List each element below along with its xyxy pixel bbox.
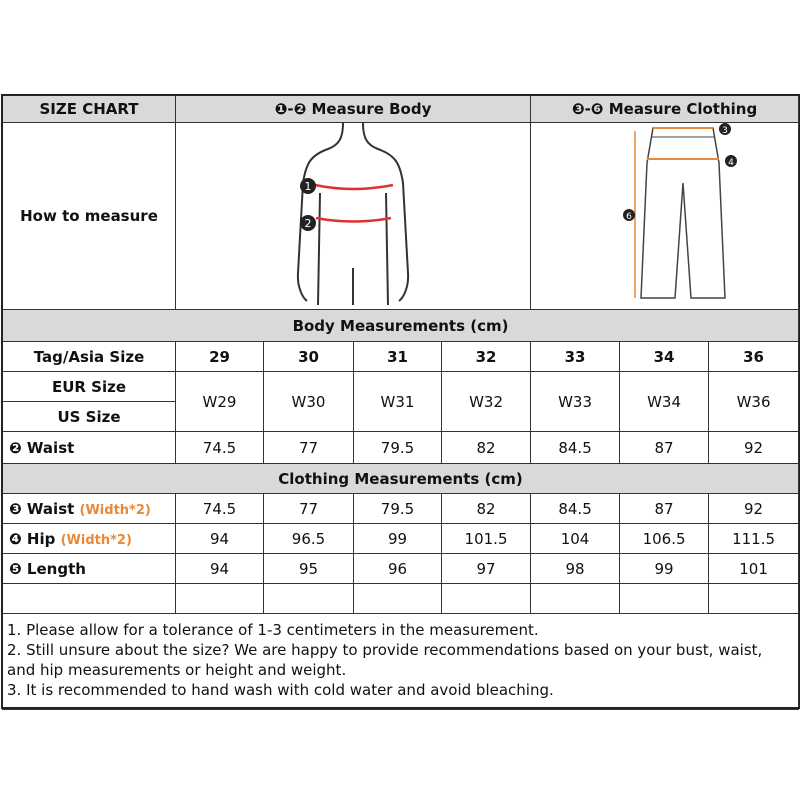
value-cell: 82 bbox=[440, 431, 532, 464]
value-cell: 95 bbox=[263, 553, 354, 584]
clothing-waist-label: ❸ Waist (Width*2) bbox=[2, 493, 176, 524]
size-cell: 31 bbox=[353, 341, 442, 372]
value-cell: 101 bbox=[708, 553, 800, 584]
value-cell: 82 bbox=[440, 493, 532, 524]
clothing-length-label: ❺ Length bbox=[2, 553, 176, 584]
value-cell: 96 bbox=[353, 553, 442, 584]
value-cell: 94 bbox=[175, 523, 264, 554]
value-cell: 101.5 bbox=[440, 523, 532, 554]
size-cell: 33 bbox=[530, 341, 621, 372]
row-label: ❸ Waist bbox=[9, 499, 75, 518]
notes: 1. Please allow for a tolerance of 1-3 c… bbox=[1, 613, 800, 710]
eur-us-cell: W36 bbox=[708, 371, 800, 432]
body-waist-label: ❷ Waist bbox=[2, 431, 176, 464]
value-cell: 92 bbox=[708, 431, 800, 464]
size-cell: 29 bbox=[175, 341, 264, 372]
value-cell: 104 bbox=[530, 523, 621, 554]
eur-size-label: EUR Size bbox=[2, 371, 176, 402]
value-cell: 77 bbox=[263, 493, 354, 524]
body-figure: 1 2 bbox=[174, 122, 532, 310]
empty-row bbox=[2, 583, 800, 614]
row-note: (Width*2) bbox=[79, 502, 151, 518]
value-cell: 99 bbox=[619, 553, 710, 584]
value-cell: 74.5 bbox=[175, 431, 264, 464]
value-cell: 84.5 bbox=[530, 431, 621, 464]
pants-icon: 3 4 6 bbox=[623, 123, 738, 299]
body-silhouette-icon: 1 2 bbox=[296, 123, 410, 306]
value-cell: 92 bbox=[708, 493, 800, 524]
eur-us-cell: W32 bbox=[440, 371, 532, 432]
value-cell: 111.5 bbox=[708, 523, 800, 554]
eur-us-cell: W29 bbox=[175, 371, 264, 432]
eur-us-cell: W34 bbox=[619, 371, 710, 432]
value-cell: 98 bbox=[530, 553, 621, 584]
size-chart-table: SIZE CHART ❶-❷ Measure Body ❸-❻ Measure … bbox=[1, 95, 800, 710]
value-cell: 106.5 bbox=[619, 523, 710, 554]
note-item: 1. Please allow for a tolerance of 1-3 c… bbox=[7, 621, 539, 639]
note-item: 2. Still unsure about the size? We are h… bbox=[7, 641, 763, 679]
value-cell: 94 bbox=[175, 553, 264, 584]
measure-clothing-heading: ❸-❻ Measure Clothing bbox=[530, 95, 800, 123]
value-cell: 87 bbox=[619, 493, 710, 524]
value-cell: 77 bbox=[263, 431, 354, 464]
value-cell: 79.5 bbox=[353, 493, 442, 524]
clothing-measurements-heading: Clothing Measurements (cm) bbox=[1, 463, 800, 494]
eur-us-cell: W30 bbox=[263, 371, 354, 432]
us-size-label: US Size bbox=[2, 401, 176, 432]
eur-us-cell: W31 bbox=[353, 371, 442, 432]
note-item: 3. It is recommended to hand wash with c… bbox=[7, 681, 554, 699]
value-cell: 87 bbox=[619, 431, 710, 464]
measure-body-heading: ❶-❷ Measure Body bbox=[174, 95, 532, 123]
size-chart-title: SIZE CHART bbox=[2, 95, 176, 123]
body-measurements-heading: Body Measurements (cm) bbox=[1, 309, 800, 342]
value-cell: 99 bbox=[353, 523, 442, 554]
value-cell: 96.5 bbox=[263, 523, 354, 554]
value-cell: 84.5 bbox=[530, 493, 621, 524]
size-cell: 32 bbox=[440, 341, 532, 372]
value-cell: 79.5 bbox=[353, 431, 442, 464]
clothing-figure: 3 4 6 bbox=[530, 122, 800, 310]
row-label: ❹ Hip bbox=[9, 529, 56, 548]
how-to-measure-label: How to measure bbox=[2, 122, 176, 310]
row-note: (Width*2) bbox=[60, 532, 132, 548]
marker-2: 2 bbox=[305, 217, 312, 230]
marker-3: 3 bbox=[722, 126, 728, 136]
marker-4: 4 bbox=[728, 158, 734, 168]
eur-us-cell: W33 bbox=[530, 371, 621, 432]
size-cell: 34 bbox=[619, 341, 710, 372]
size-cell: 36 bbox=[708, 341, 800, 372]
clothing-hip-label: ❹ Hip (Width*2) bbox=[2, 523, 176, 554]
value-cell: 97 bbox=[440, 553, 532, 584]
marker-1: 1 bbox=[305, 180, 312, 193]
value-cell: 74.5 bbox=[175, 493, 264, 524]
size-cell: 30 bbox=[263, 341, 354, 372]
tag-size-label: Tag/Asia Size bbox=[2, 341, 176, 372]
marker-6: 6 bbox=[626, 212, 632, 222]
